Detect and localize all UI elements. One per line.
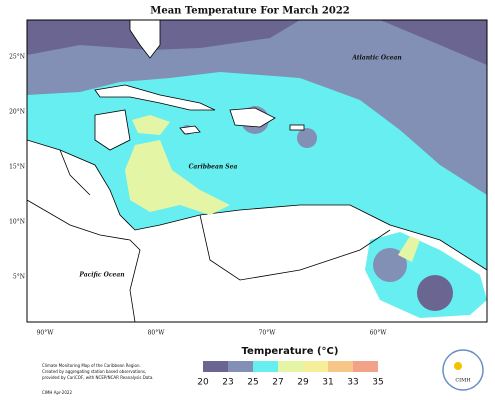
lat-label: 15°N — [9, 164, 25, 171]
cuba — [94, 84, 216, 111]
credit-line: Created by aggregating station based obs… — [42, 369, 146, 374]
sea-cool — [380, 20, 487, 65]
cool-spot — [417, 275, 453, 311]
lat-label: 5°N — [13, 274, 25, 281]
lon-label: 70°W — [259, 330, 277, 337]
border — [59, 149, 91, 196]
legend-label: 29 — [297, 378, 309, 388]
axis-labels: 25°N 20°N 15°N 10°N 5°N 90°W 80°W 70°W 60°W — [9, 54, 387, 337]
credit-line: Climate Monitoring Map of the Caribbean … — [42, 363, 141, 368]
credits: Climate Monitoring Map of the Caribbean … — [42, 363, 154, 395]
sea-mild — [27, 20, 487, 195]
logo-text: CIMH — [455, 378, 471, 384]
legend-label: 33 — [347, 378, 358, 388]
yucatan — [94, 109, 131, 151]
lon-label: 90°W — [37, 330, 55, 337]
lon-label: 60°W — [370, 330, 388, 337]
title: Mean Temperature For March 2022 — [150, 6, 350, 17]
lat-label: 10°N — [9, 219, 25, 226]
lat-label: 25°N — [9, 54, 25, 61]
logo-sun — [454, 362, 462, 370]
border — [199, 214, 391, 281]
map-frame — [26, 19, 488, 323]
credit-line: provided by CariCOF, with NCEP/NCAR Rean… — [42, 375, 154, 380]
legend-label: 35 — [372, 378, 383, 388]
lon-label: 80°W — [148, 330, 166, 337]
legend-label: 23 — [222, 378, 233, 388]
logo — [442, 349, 484, 391]
jamaica — [179, 125, 201, 135]
legend: Temperature (°C) 20 23 25 27 29 31 33 35 — [197, 346, 383, 388]
cool-spot — [297, 128, 317, 148]
legend-swatch — [353, 361, 378, 372]
sea-yellow — [125, 140, 230, 215]
map: Atlantic Ocean Caribbean Sea Pacific Oce… — [26, 19, 488, 323]
legend-swatch — [303, 361, 328, 372]
legend-swatch — [228, 361, 253, 372]
legend-label: 27 — [272, 378, 283, 388]
stamp: CIMH Apr-2022 — [42, 390, 72, 395]
cool-spot — [373, 248, 407, 282]
sea-yellow — [132, 115, 170, 135]
legend-swatch — [278, 361, 303, 372]
legend-label: 20 — [197, 378, 209, 388]
legend-label: 25 — [247, 378, 258, 388]
ocean-label: Atlantic Ocean — [351, 55, 402, 62]
land-yellow — [398, 236, 420, 262]
legend-swatch — [328, 361, 353, 372]
legend-title: Temperature (°C) — [242, 346, 339, 357]
legend-swatch — [203, 361, 228, 372]
sea-label: Caribbean Sea — [189, 164, 238, 171]
sea-cool — [27, 20, 300, 55]
hispaniola — [229, 107, 276, 128]
puerto-rico — [289, 124, 305, 131]
legend-label: 31 — [322, 378, 333, 388]
lat-label: 20°N — [9, 109, 25, 116]
legend-swatch — [253, 361, 278, 372]
pacific-coast — [26, 199, 141, 323]
ocean-label: Pacific Ocean — [78, 272, 124, 279]
